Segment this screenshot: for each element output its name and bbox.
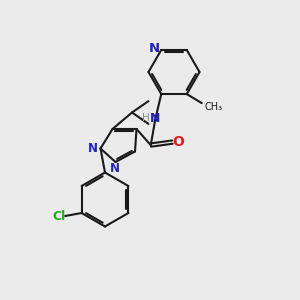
Text: H: H bbox=[142, 113, 149, 123]
Text: CH₃: CH₃ bbox=[205, 102, 223, 112]
Text: N: N bbox=[149, 42, 160, 55]
Text: Cl: Cl bbox=[52, 209, 65, 223]
Text: N: N bbox=[149, 112, 160, 124]
Text: O: O bbox=[172, 135, 184, 149]
Text: N: N bbox=[88, 142, 98, 155]
Text: N: N bbox=[110, 162, 120, 175]
